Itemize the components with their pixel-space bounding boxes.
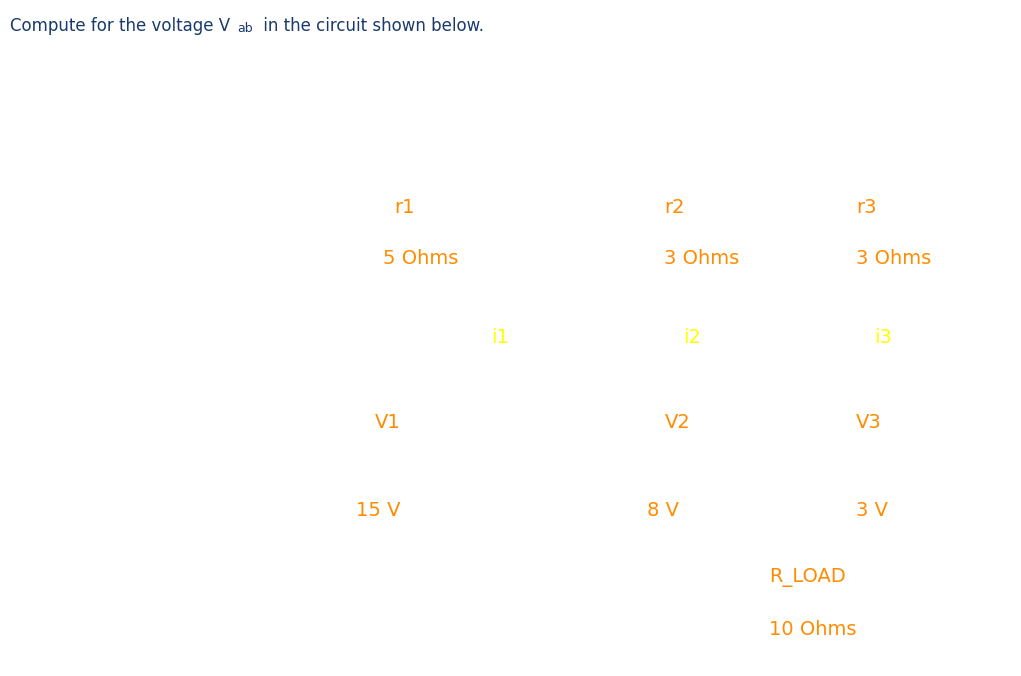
Text: 3 Ohms: 3 Ohms (665, 249, 739, 268)
Text: i3: i3 (875, 329, 892, 347)
Text: V1: V1 (375, 413, 400, 432)
Text: 3 V: 3 V (856, 501, 888, 520)
Text: 5 Ohms: 5 Ohms (383, 249, 458, 268)
Text: Compute for the voltage V: Compute for the voltage V (10, 17, 231, 35)
Text: a: a (301, 125, 315, 145)
Bar (457, 596, 471, 606)
Bar (649, 143, 663, 153)
Text: i1: i1 (491, 329, 509, 347)
Bar (457, 143, 471, 153)
Text: 8 V: 8 V (647, 501, 679, 520)
Text: 15 V: 15 V (356, 501, 400, 520)
Text: V3: V3 (856, 413, 882, 432)
Text: V2: V2 (665, 413, 690, 432)
Text: in the circuit shown below.: in the circuit shown below. (258, 17, 484, 35)
Text: +: + (473, 425, 485, 440)
Text: 3 Ohms: 3 Ohms (856, 249, 931, 268)
Text: 10 Ohms: 10 Ohms (770, 620, 857, 639)
Text: R_LOAD: R_LOAD (770, 568, 846, 587)
Text: +: + (617, 425, 630, 440)
Text: b: b (301, 604, 317, 624)
Bar (649, 596, 663, 606)
Text: +: + (809, 425, 821, 440)
Text: ab: ab (237, 22, 252, 34)
Text: r2: r2 (665, 198, 685, 217)
Text: r3: r3 (856, 198, 877, 217)
Text: r1: r1 (394, 198, 415, 217)
Text: i2: i2 (683, 329, 700, 347)
